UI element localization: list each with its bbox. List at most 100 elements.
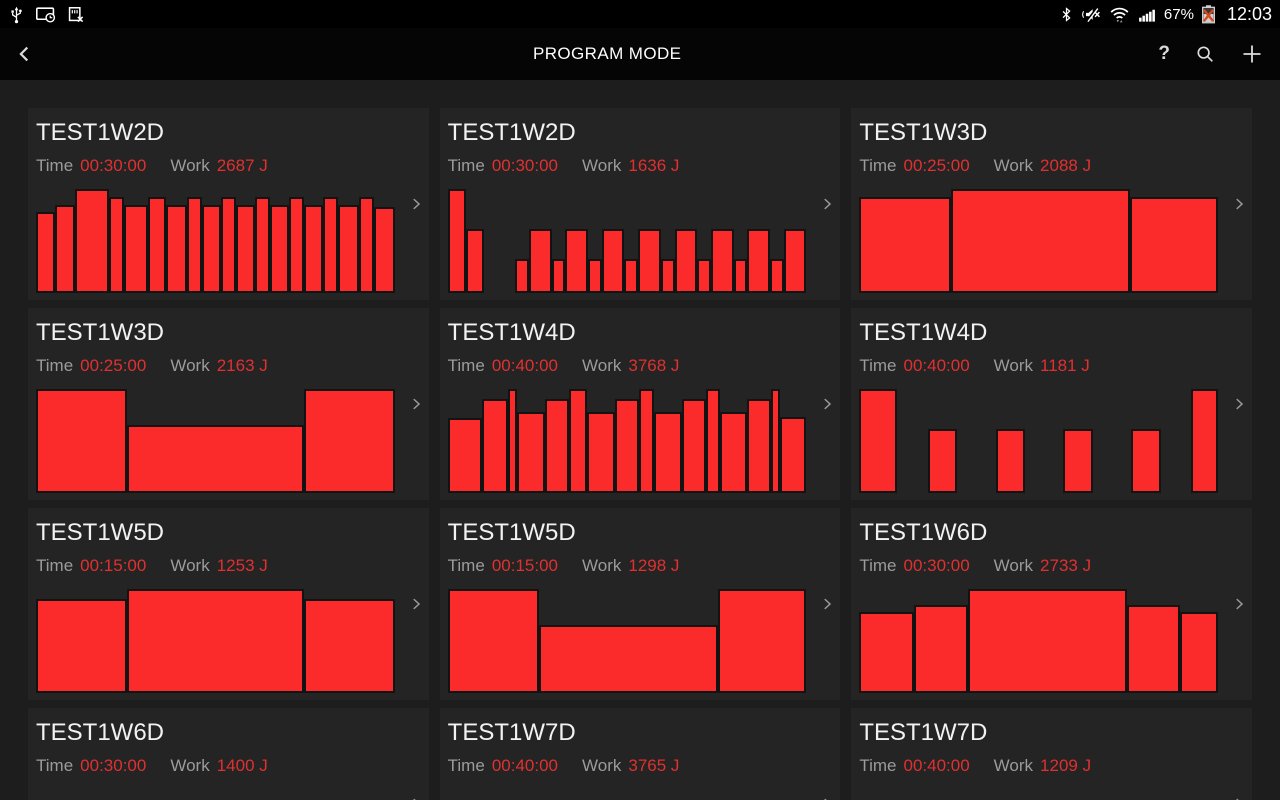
work-value: 1181 J [1040, 356, 1090, 375]
program-title: TEST1W7D [859, 719, 988, 746]
chevron-right-icon[interactable] [1230, 395, 1248, 413]
program-card[interactable]: TEST1W3D Time 00:25:00 Work 2088 J [851, 108, 1252, 300]
chevron-right-icon[interactable] [407, 795, 425, 800]
program-card[interactable]: TEST1W6D Time 00:30:00 Work 2733 J [851, 508, 1252, 700]
program-card[interactable]: TEST1W2D Time 00:30:00 Work 2687 J [28, 108, 429, 300]
chart-bar [507, 389, 518, 493]
chart-bar [235, 204, 255, 293]
program-card[interactable]: TEST1W2D Time 00:30:00 Work 1636 J [439, 108, 841, 300]
program-title: TEST1W7D [447, 719, 576, 746]
chart-bar [654, 411, 682, 493]
chart-bar [587, 258, 602, 293]
chevron-right-icon[interactable] [818, 595, 836, 613]
chart-bar [638, 389, 655, 493]
time-label: Time [447, 156, 485, 175]
program-meta: Time 00:25:00 Work 2088 J [859, 156, 1244, 176]
program-title: TEST1W3D [859, 119, 988, 146]
work-label: Work [582, 356, 622, 375]
search-icon[interactable] [1194, 43, 1216, 65]
chevron-right-icon[interactable] [407, 595, 425, 613]
chart-bar [322, 197, 338, 293]
chevron-right-icon[interactable] [818, 795, 836, 800]
chevron-right-icon[interactable] [407, 195, 425, 213]
chart-bar [859, 611, 914, 693]
work-value: 3765 J [628, 756, 680, 775]
time-label: Time [447, 356, 485, 375]
chart-bar [304, 389, 395, 493]
work-label: Work [582, 556, 622, 575]
time-value: 00:30:00 [903, 556, 970, 575]
work-label: Work [993, 156, 1034, 175]
chevron-right-icon[interactable] [818, 395, 836, 413]
chart-bar [624, 258, 639, 293]
chevron-right-icon[interactable] [407, 395, 425, 413]
chart-bar [913, 604, 968, 693]
status-bar: 67% 12:03 [0, 0, 1280, 28]
chart-bar [1062, 428, 1093, 493]
chart-bar [515, 258, 529, 293]
program-card[interactable]: TEST1W5D Time 00:15:00 Work 1253 J [28, 508, 429, 700]
program-bar-chart [447, 389, 807, 493]
program-meta: Time 00:30:00 Work 2687 J [36, 156, 421, 176]
back-icon[interactable] [14, 43, 36, 65]
chart-bar [304, 599, 395, 693]
program-bar-chart [447, 589, 807, 693]
time-value: 00:40:00 [903, 756, 970, 775]
program-card[interactable]: TEST1W6D Time 00:30:00 Work 1400 J [28, 708, 429, 800]
program-bar-chart [448, 789, 807, 800]
work-label: Work [170, 356, 210, 375]
app-bar: PROGRAM MODE ? [0, 28, 1280, 80]
time-label: Time [36, 356, 74, 375]
work-value: 2733 J [1040, 556, 1092, 575]
chevron-right-icon[interactable] [1230, 595, 1248, 613]
status-clock: 12:03 [1226, 3, 1272, 24]
work-label: Work [993, 756, 1034, 775]
program-card[interactable]: TEST1W4D Time 00:40:00 Work 1181 J [851, 308, 1252, 500]
time-label: Time [36, 156, 74, 175]
chart-bar [967, 589, 1127, 693]
chart-bar [220, 197, 236, 293]
work-value: 2088 J [1040, 156, 1092, 175]
program-chart-area [859, 189, 1218, 293]
program-card[interactable]: TEST1W3D Time 00:25:00 Work 2163 J [28, 308, 429, 500]
program-title: TEST1W6D [36, 719, 165, 746]
chart-bar [950, 189, 1130, 293]
work-label: Work [582, 756, 622, 775]
program-card[interactable]: TEST1W4D Time 00:40:00 Work 3768 J [439, 308, 841, 500]
chevron-right-icon[interactable] [818, 195, 836, 213]
chart-bar [269, 204, 289, 293]
program-meta: Time 00:25:00 Work 2163 J [36, 356, 421, 376]
work-value: 2163 J [216, 356, 268, 375]
help-icon[interactable]: ? [1158, 43, 1170, 64]
program-bar-chart [859, 789, 1218, 800]
chevron-right-icon[interactable] [1230, 795, 1248, 800]
chart-bar [517, 411, 546, 493]
chart-bar [859, 389, 898, 493]
program-title: TEST1W2D [36, 119, 165, 146]
chart-bar [465, 228, 485, 293]
program-meta: Time 00:15:00 Work 1253 J [36, 556, 421, 576]
chart-bar [568, 389, 587, 493]
chart-bar [288, 197, 304, 293]
add-icon[interactable] [1240, 42, 1264, 66]
program-title: TEST1W4D [447, 319, 576, 346]
chart-bar [718, 589, 807, 693]
chart-bar [201, 204, 221, 293]
program-bar-chart [859, 389, 1218, 493]
chart-bar [1191, 389, 1218, 493]
chart-bar [681, 399, 706, 493]
program-card[interactable]: TEST1W7D Time 00:40:00 Work 3765 J [439, 708, 841, 800]
chart-bar [36, 211, 56, 293]
time-value: 00:30:00 [491, 156, 558, 175]
chevron-right-icon[interactable] [1230, 195, 1248, 213]
screen-timeout-icon [35, 4, 56, 24]
chart-bar [614, 399, 639, 493]
time-value: 00:40:00 [491, 756, 558, 775]
chart-bar [1131, 428, 1161, 493]
chart-bar [254, 197, 270, 293]
program-card[interactable]: TEST1W5D Time 00:15:00 Work 1298 J [439, 508, 841, 700]
program-card[interactable]: TEST1W7D Time 00:40:00 Work 1209 J [851, 708, 1252, 800]
time-value: 00:15:00 [491, 556, 558, 575]
mute-icon [1081, 4, 1102, 24]
work-value: 1400 J [216, 756, 268, 775]
